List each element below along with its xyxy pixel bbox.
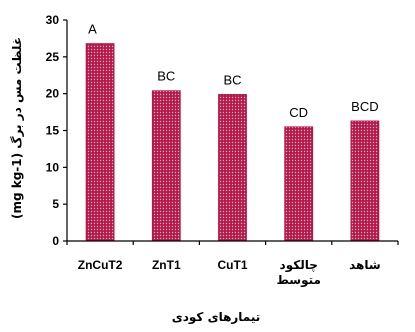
y-tick-label: 30 xyxy=(46,13,60,27)
significance-label: CD xyxy=(289,105,308,120)
y-tick-label: 5 xyxy=(52,197,59,211)
x-tick-label: چالکود xyxy=(280,258,318,273)
bar xyxy=(350,120,380,242)
y-tick-label: 10 xyxy=(46,160,60,174)
significance-label: BC xyxy=(223,72,241,87)
bar xyxy=(284,126,314,242)
y-tick-label: 0 xyxy=(52,234,59,248)
y-axis-title: غلظت مس در برگ (mg kg-1) xyxy=(9,37,24,219)
x-tick-label: متوسط xyxy=(276,273,321,288)
x-axis-title: تیمارهای کودی xyxy=(172,310,261,325)
y-tick-label: 20 xyxy=(46,87,60,101)
significance-label: BC xyxy=(157,69,175,84)
x-tick-label: شاهد xyxy=(349,258,381,272)
bar xyxy=(85,43,115,242)
y-tick-label: 15 xyxy=(46,124,60,138)
bar xyxy=(218,94,247,242)
bar xyxy=(151,90,181,242)
significance-label: A xyxy=(88,22,97,37)
x-tick-label: ZnCuT2 xyxy=(78,258,123,272)
x-tick-label: CuT1 xyxy=(218,258,248,272)
significance-label: BCD xyxy=(351,99,378,114)
y-tick-label: 25 xyxy=(46,50,60,64)
plot-area: A BC BC CD BCD xyxy=(85,22,380,242)
x-tick-label: ZnT1 xyxy=(152,258,181,272)
